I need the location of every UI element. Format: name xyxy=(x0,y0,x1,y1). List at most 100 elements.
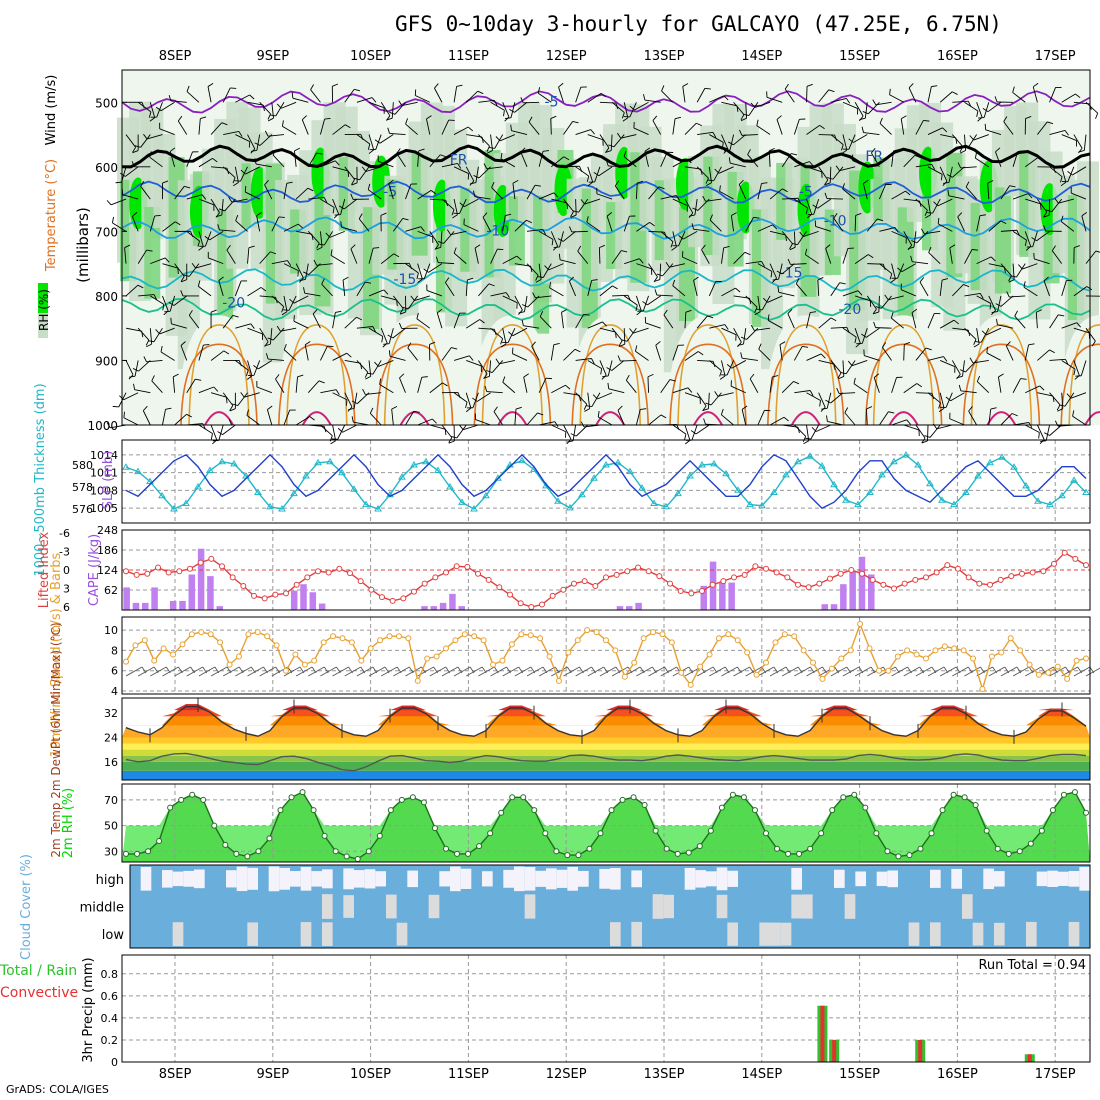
wind-barb-flag xyxy=(120,172,126,177)
wind-barb-flag xyxy=(712,132,717,138)
wind-barb xyxy=(684,312,687,329)
wind-barb xyxy=(596,193,613,200)
wind-barb xyxy=(881,295,892,309)
wind-barb-flag xyxy=(884,294,889,301)
wind-barb-flag xyxy=(137,284,144,289)
wind-barb xyxy=(851,360,868,367)
wind-speed-marker xyxy=(499,657,506,664)
wind-barb xyxy=(429,382,443,394)
wind-barb-flag xyxy=(393,253,400,258)
wind-barb xyxy=(572,424,577,441)
wind-barb-10m xyxy=(186,666,203,677)
wind-barb xyxy=(647,295,661,306)
rh2m-marker xyxy=(1005,850,1012,857)
wind-speed-marker xyxy=(612,647,619,654)
rh2m-marker xyxy=(134,850,141,857)
wind-barb xyxy=(719,190,734,200)
temperature-legend-label: Temperature (°C) xyxy=(44,159,59,272)
wind-speed-marker xyxy=(1073,657,1080,664)
wind-speed-marker xyxy=(1026,661,1033,668)
wind-barb-flag xyxy=(696,122,702,127)
lifted-index-marker xyxy=(272,591,279,598)
wind-barb-flag xyxy=(910,255,913,262)
isotherm-30 xyxy=(767,343,845,426)
wind-barb xyxy=(891,150,894,167)
wind-speed-marker xyxy=(555,677,562,684)
wind-barb-flag xyxy=(334,214,341,216)
precip-convective-bar xyxy=(1027,1054,1032,1062)
wind-barb-flag xyxy=(634,345,638,352)
wind-barb-flag xyxy=(143,133,148,140)
wind-barb xyxy=(635,350,649,361)
thickness-marker xyxy=(434,466,442,473)
wind-barb xyxy=(827,420,844,426)
rh2m-marker xyxy=(774,845,781,852)
wind-barb xyxy=(465,166,475,182)
wind-barb-flag xyxy=(180,276,185,282)
wind-barb-flag xyxy=(347,170,350,177)
wind-barb-flag xyxy=(740,117,747,122)
wind-barb xyxy=(866,327,880,338)
wind-barb xyxy=(967,134,978,149)
thickness-marker xyxy=(1070,476,1078,483)
wind-barb xyxy=(793,231,796,248)
wind-barb xyxy=(695,424,710,435)
wind-barb xyxy=(915,198,928,211)
isotherm-35 xyxy=(1084,411,1100,426)
wind-barb-flag xyxy=(772,375,779,378)
wind-barb xyxy=(873,377,880,393)
wind-barb xyxy=(399,377,406,393)
wind-barb xyxy=(623,156,637,168)
wind-barb-flag xyxy=(921,440,928,444)
wind-barb xyxy=(939,392,945,409)
wind-barb-flag xyxy=(654,279,660,282)
wind-barb xyxy=(282,125,297,135)
wind-barb xyxy=(879,263,893,275)
wind-barb-flag xyxy=(1031,237,1037,242)
wind-barb xyxy=(210,122,223,135)
wind-barb-flag xyxy=(1056,404,1061,411)
wind-barb xyxy=(223,131,240,135)
wind-speed-marker xyxy=(913,651,920,658)
thickness-marker xyxy=(290,489,298,497)
wind-barb xyxy=(538,192,555,200)
wind-barb xyxy=(283,183,288,200)
wind-barb-10m xyxy=(648,666,665,677)
wind-barb xyxy=(429,231,439,246)
cape-bar xyxy=(719,582,726,610)
wind-barb-flag xyxy=(537,87,541,94)
wind-barb-flag xyxy=(649,222,655,227)
wind-barb xyxy=(245,166,260,175)
wind-barb xyxy=(491,187,504,200)
wind-barb xyxy=(514,101,528,113)
wind-speed-marker xyxy=(828,665,835,672)
thickness-marker xyxy=(122,463,130,470)
wind-barb xyxy=(124,247,127,264)
wind-barb-flag xyxy=(1091,340,1096,347)
isotherm-35 xyxy=(204,411,234,426)
wind-barb-flag xyxy=(923,119,930,122)
wind-barb-flag xyxy=(925,214,931,219)
wind-barb-flag xyxy=(1081,211,1087,217)
wind-barb xyxy=(741,357,758,361)
date-label-bottom: 10SEP xyxy=(350,1067,391,1082)
wind-barb-10m xyxy=(903,666,920,677)
rh2m-marker xyxy=(465,850,472,857)
cloud-cell xyxy=(652,894,664,919)
wind-barb xyxy=(405,183,412,200)
wind-barb-flag xyxy=(1054,198,1059,204)
wind-barb xyxy=(512,327,528,337)
wind-barb-flag xyxy=(719,375,726,380)
wind-speed-marker xyxy=(358,657,365,664)
rh2m-marker xyxy=(387,807,394,814)
wind-barb xyxy=(356,97,373,103)
wind-barb xyxy=(275,378,285,393)
isotherm-25 xyxy=(1068,324,1100,426)
wind-barb-flag xyxy=(276,103,282,109)
wind-barb xyxy=(568,281,577,297)
wind-barb-flag xyxy=(805,207,809,214)
wind-barb-flag xyxy=(838,376,844,380)
wind-barb xyxy=(709,219,722,232)
rh2m-marker xyxy=(398,796,405,803)
